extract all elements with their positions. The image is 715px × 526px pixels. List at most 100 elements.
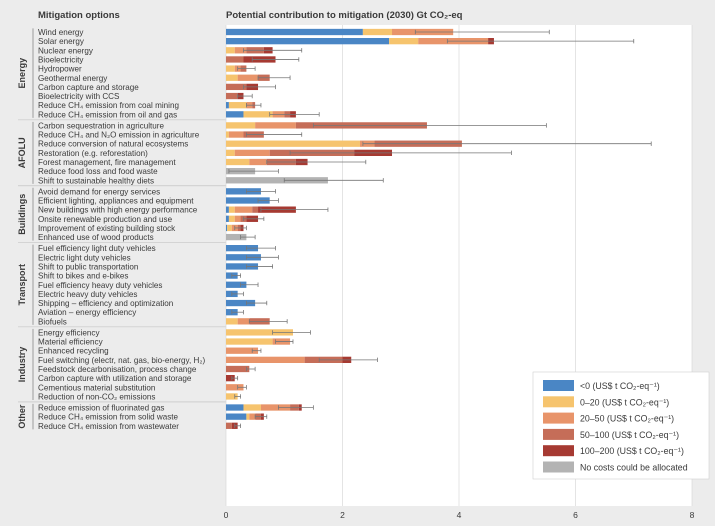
row-label: Improvement of existing building stock: [38, 224, 176, 233]
x-tick-label: 8: [690, 510, 695, 520]
bar-segment-c20_50: [234, 215, 241, 222]
row-label: Cementious material substitution: [38, 383, 155, 392]
legend-label-c20_50: 20–50 (US$ t CO₂-eq⁻¹): [580, 414, 674, 424]
legend-swatch-c0_20: [543, 396, 574, 408]
bar-segment-neg: [226, 197, 270, 204]
row-label: Electric light duty vehicles: [38, 253, 131, 262]
x-tick-label: 0: [224, 510, 229, 520]
bar-segment-c0_20: [226, 318, 238, 325]
bar-segment-c0_20: [226, 65, 235, 72]
bar-segment-c0_20: [226, 140, 360, 147]
bar-segment-neg: [226, 413, 247, 420]
bar-segment-na: [226, 233, 247, 241]
x-tick-label: 6: [573, 510, 578, 520]
bar-segment-c20_50: [249, 413, 256, 420]
bar-segment-neg: [226, 188, 261, 195]
row-label: Enhanced use of wood products: [38, 233, 154, 242]
bar-segment-c0_20: [226, 158, 250, 166]
bar-segment-c50_100: [226, 365, 250, 373]
bar-segment-c0_20: [226, 131, 229, 138]
row-label: Enhanced recycling: [38, 347, 109, 356]
bar-segment-c20_50: [237, 74, 259, 81]
bar-segment-c0_20: [226, 74, 238, 81]
bar-segment-c20_50: [226, 384, 244, 391]
row-label: Bioelectricity with CCS: [38, 92, 120, 101]
bar-segment-c0_20: [226, 122, 256, 129]
category-header: Mitigation options: [38, 10, 120, 21]
bar-segment-neg: [226, 206, 229, 213]
row-label: Avoid demand for energy services: [38, 187, 160, 196]
row-label: Aviation – energy efficiency: [38, 308, 137, 317]
row-label: Carbon capture and storage: [38, 83, 139, 92]
bar-segment-neg: [226, 299, 256, 307]
bar-segment-c0_20: [389, 38, 419, 45]
group-label: Transport: [17, 264, 27, 306]
row-label: New buildings with high energy performan…: [38, 206, 198, 215]
row-label: Hydropower: [38, 65, 82, 74]
bar-segment-c0_20: [228, 215, 235, 222]
bar-segment-neg: [226, 263, 259, 270]
row-label: Fuel switching (electr, nat. gas, bio-en…: [38, 356, 205, 365]
bar-segment-c0_20: [362, 28, 393, 36]
bar-segment-c20_50: [260, 404, 291, 411]
group-label: Other: [17, 404, 27, 429]
row-label: Nuclear energy: [38, 46, 94, 55]
bar-segment-neg: [226, 102, 229, 109]
bar-segment-neg: [226, 404, 244, 411]
legend-label-na: No costs could be allocated: [580, 463, 688, 473]
row-label: Biofuels: [38, 317, 67, 326]
row-label: Onsite renewable production and use: [38, 215, 173, 224]
bar-segment-c20_50: [255, 122, 296, 129]
bar-segment-na: [226, 177, 328, 184]
bar-segment-c20_50: [249, 158, 267, 166]
bar-segment-neg: [226, 224, 228, 232]
row-label: Shipping – efficiency and optimization: [38, 299, 173, 308]
row-label: Reduction of non-CO₂ emissions: [38, 392, 155, 401]
row-label: Efficient lighting, appliances and equip…: [38, 197, 194, 206]
row-label: Reduce CH₄ and N₂O emission in agricultu…: [38, 131, 200, 140]
bar-segment-c20_50: [228, 131, 244, 138]
row-label: Energy efficiency: [38, 328, 100, 337]
bar-segment-neg: [226, 215, 229, 222]
bar-segment-c0_20: [226, 149, 235, 156]
bar-segment-c0_20: [228, 102, 247, 109]
row-label: Geothermal energy: [38, 74, 108, 83]
row-label: Electric heavy duty vehicles: [38, 290, 137, 299]
row-label: Feedstock decarbonisation, process chang…: [38, 365, 197, 374]
row-label: Shift to public transportation: [38, 262, 138, 271]
bar-segment-c20_50: [234, 149, 270, 156]
row-label: Material efficiency: [38, 338, 104, 347]
bar-segment-c20_50: [226, 347, 259, 354]
bar-segment-c50_100: [226, 422, 232, 429]
bar-segment-c20_50: [234, 206, 253, 213]
legend-label-neg: <0 (US$ t CO₂-eq⁻¹): [580, 381, 660, 391]
row-label: Solar energy: [38, 37, 85, 46]
bar-segment-neg: [226, 281, 247, 288]
legend-swatch-na: [543, 461, 574, 473]
row-label: Forest management, fire management: [38, 158, 176, 167]
bar-segment-c50_100: [226, 83, 247, 91]
row-label: Bioelectricity: [38, 55, 84, 64]
bar-segment-c20_50: [237, 318, 250, 325]
bar-segment-c20_50: [234, 47, 247, 54]
row-label: Shift to bikes and e-bikes: [38, 272, 128, 281]
row-label: Reduce food loss and food waste: [38, 167, 158, 176]
bar-segment-neg: [226, 38, 390, 45]
legend-label-c0_20: 0–20 (US$ t CO₂-eq⁻¹): [580, 397, 669, 407]
legend-swatch-c50_100: [543, 428, 574, 440]
bar-segment-c50_100: [252, 206, 259, 213]
row-label: Reduce CH₄ emission from coal mining: [38, 101, 179, 110]
group-label: Buildings: [17, 194, 27, 235]
legend-swatch-c20_50: [543, 412, 574, 424]
bar-segment-neg: [226, 245, 259, 252]
legend-label-c50_100: 50–100 (US$ t CO₂-eq⁻¹): [580, 430, 679, 440]
row-label: Reduce conversion of natural ecosystems: [38, 140, 188, 149]
bar-segment-c0_20: [228, 206, 235, 213]
group-label: AFOLU: [17, 137, 27, 168]
bar-segment-c0_20: [243, 111, 273, 118]
row-label: Carbon capture with utilization and stor…: [38, 374, 192, 383]
x-tick-label: 2: [340, 510, 345, 520]
legend-label-c100_200: 100–200 (US$ t CO₂-eq⁻¹): [580, 446, 684, 456]
row-label: Wind energy: [38, 28, 84, 37]
